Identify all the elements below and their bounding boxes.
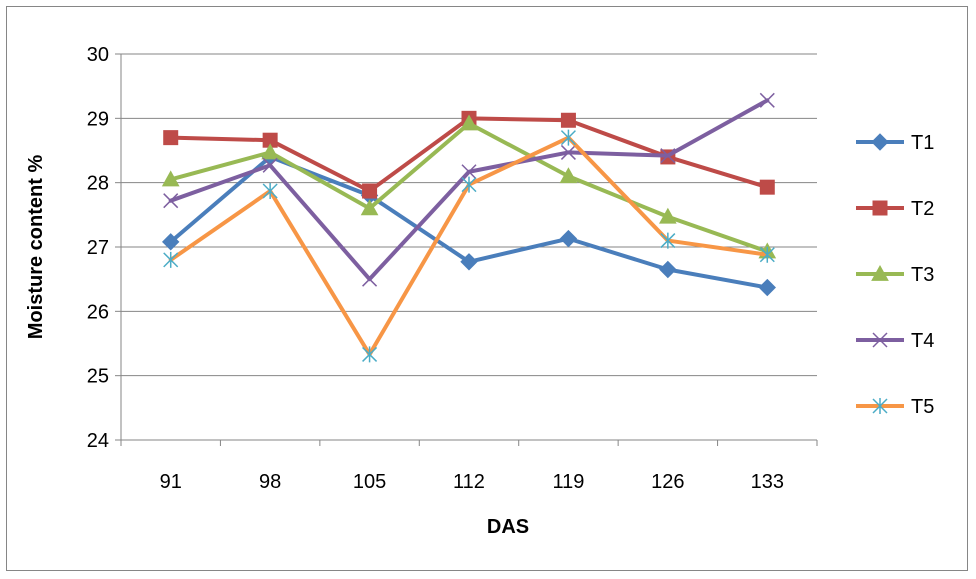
- data-point: [360, 199, 379, 216]
- legend-label: T4: [911, 330, 934, 352]
- legend-marker: [872, 332, 888, 348]
- data-point: [560, 144, 576, 160]
- data-point: [759, 179, 775, 195]
- data-point: [161, 170, 180, 187]
- data-point: [261, 143, 279, 160]
- data-point: [758, 278, 776, 297]
- chart-frame: [6, 6, 968, 571]
- data-point: [163, 130, 179, 146]
- data-point: [362, 271, 378, 287]
- legend-label: T1: [911, 132, 934, 154]
- data-point: [362, 346, 378, 363]
- legend-item-t3: T3: [856, 264, 934, 286]
- legend-marker: [872, 200, 888, 216]
- x-tick-label: 126: [651, 471, 684, 493]
- legend-marker: [871, 133, 889, 151]
- data-point: [163, 251, 179, 268]
- x-tick-label: 105: [353, 471, 386, 493]
- legend: T1 T2 T3 T4 T5: [856, 132, 934, 418]
- data-point: [560, 129, 576, 146]
- y-tick-label: 29: [87, 108, 109, 130]
- y-tick-label: 25: [87, 366, 109, 388]
- data-point: [660, 148, 676, 164]
- data-point: [659, 260, 677, 279]
- data-point: [262, 183, 278, 200]
- y-tick-label: 28: [87, 173, 109, 195]
- x-tick-labels: 91 98 105 112 119 126 133: [160, 471, 784, 493]
- series-t4: [163, 92, 775, 287]
- data-point: [659, 207, 677, 224]
- y-tick-label: 24: [87, 430, 109, 452]
- legend-item-t4: T4: [856, 330, 934, 352]
- gridlines: [121, 53, 817, 377]
- legend-label: T3: [911, 264, 934, 286]
- data-point: [759, 92, 775, 108]
- data-point: [362, 183, 378, 199]
- y-tick-label: 26: [87, 301, 109, 323]
- legend-item-t5: T5: [856, 396, 934, 418]
- y-tick-labels: 24 25 26 27 28 29 30: [87, 44, 109, 452]
- data-point: [460, 114, 478, 131]
- data-point: [559, 229, 578, 248]
- data-point: [163, 193, 179, 209]
- data-point: [461, 164, 477, 180]
- axes: [115, 53, 818, 446]
- y-tick-label: 30: [87, 44, 109, 66]
- legend-item-t1: T1: [856, 132, 934, 154]
- data-point: [460, 253, 478, 271]
- data-point: [262, 157, 278, 173]
- data-point: [759, 246, 775, 263]
- x-tick-label: 112: [453, 471, 485, 493]
- legend-marker: [871, 264, 889, 281]
- legend-item-t2: T2: [856, 198, 934, 220]
- data-point: [559, 167, 578, 184]
- data-point: [162, 233, 180, 251]
- data-point: [560, 112, 576, 128]
- series-group: [161, 92, 777, 363]
- data-point: [660, 232, 676, 249]
- x-tick-label: 119: [552, 471, 584, 493]
- x-tick-label: 91: [160, 471, 182, 493]
- legend-marker: [872, 398, 888, 414]
- y-tick-label: 27: [87, 237, 109, 259]
- x-axis-title: DAS: [487, 516, 529, 538]
- y-axis-title: Moisture content %: [25, 155, 47, 340]
- x-tick-label: 98: [259, 471, 281, 493]
- legend-label: T2: [911, 198, 934, 220]
- legend-label: T5: [911, 396, 934, 418]
- data-point: [461, 176, 477, 193]
- x-tick-label: 133: [751, 471, 784, 493]
- series-t5: [163, 129, 775, 363]
